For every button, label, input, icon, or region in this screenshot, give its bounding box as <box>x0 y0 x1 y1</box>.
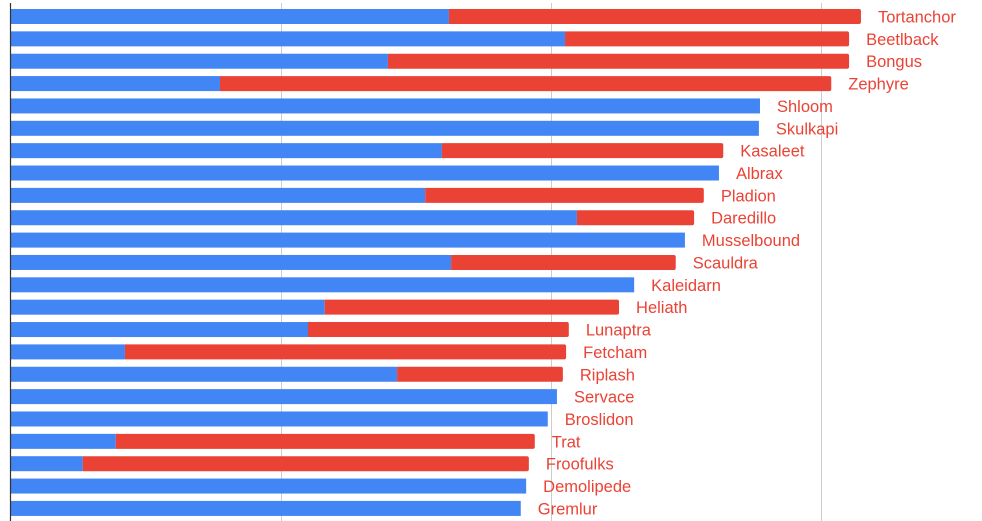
bar-blue-skulkapi <box>11 120 759 136</box>
bar-row-albrax <box>11 165 719 181</box>
bar-label: Scauldra <box>693 254 759 272</box>
bar-red-scauldra <box>451 254 676 270</box>
bar-row-musselbound <box>11 232 685 248</box>
bar-blue-daredillo <box>11 210 577 226</box>
bar-red-tortanchor <box>448 9 861 24</box>
bar-red-heliath <box>324 299 620 315</box>
bar-label: Daredillo <box>711 210 776 228</box>
bar-row-heliath <box>11 299 620 315</box>
bar-label: Trat <box>552 433 581 451</box>
bar-blue-servace <box>11 389 557 405</box>
bar-blue-kasaleet <box>11 143 442 159</box>
bar-label: Fetcham <box>583 344 647 362</box>
bar-red-daredillo <box>576 210 695 226</box>
bar-label: Lunaptra <box>586 322 652 340</box>
bar-label: Servace <box>574 389 635 407</box>
bar-blue-demolipede <box>11 478 527 494</box>
bar-row-skulkapi <box>11 120 759 136</box>
bar-label: Zephyre <box>848 76 909 94</box>
bar-label: Froofulks <box>546 456 614 474</box>
bar-row-gremlur <box>11 500 521 516</box>
bar-blue-albrax <box>11 165 719 181</box>
bar-blue-fetcham <box>11 344 125 360</box>
bar-label: Skulkapi <box>776 120 838 138</box>
bar-label: Riplash <box>580 366 635 384</box>
bar-blue-shloom <box>11 98 760 114</box>
bar-row-riplash <box>11 366 563 382</box>
bar-red-zephyre <box>219 76 832 92</box>
bar-row-servace <box>11 389 557 405</box>
bar-row-demolipede <box>11 478 527 494</box>
bar-row-lunaptra <box>11 322 569 338</box>
bar-row-froofulks <box>11 456 529 472</box>
bar-red-beetlback <box>565 31 850 47</box>
bar-row-broslidon <box>11 411 548 427</box>
bar-label: Musselbound <box>702 232 800 250</box>
bar-label: Tortanchor <box>878 9 956 27</box>
bar-label: Broslidon <box>565 411 634 429</box>
bar-red-froofulks <box>82 456 529 472</box>
bar-blue-broslidon <box>11 411 548 427</box>
bar-blue-bongus <box>11 53 388 69</box>
bar-row-kasaleet <box>11 143 724 159</box>
bar-blue-froofulks <box>11 456 83 472</box>
bar-red-lunaptra <box>308 322 569 338</box>
bar-row-kaleidarn <box>11 277 635 293</box>
bar-blue-musselbound <box>11 232 685 248</box>
bar-blue-tortanchor <box>11 9 449 24</box>
bar-blue-trat <box>11 433 116 449</box>
bar-blue-beetlback <box>11 31 566 47</box>
bar-label: Gremlur <box>538 500 598 518</box>
bar-row-beetlback <box>11 31 850 47</box>
bar-blue-zephyre <box>11 76 220 92</box>
bar-row-scauldra <box>11 254 676 270</box>
bar-row-pladion <box>11 187 704 203</box>
bar-blue-pladion <box>11 187 426 203</box>
bar-red-fetcham <box>124 344 567 360</box>
bar-blue-heliath <box>11 299 325 315</box>
bar-red-bongus <box>387 53 850 69</box>
bars <box>11 9 861 516</box>
bar-label: Demolipede <box>543 478 631 496</box>
bar-labels: Tortanchor Beetlback Bongus Zephyre Shloom Sk… <box>538 9 957 519</box>
bar-blue-lunaptra <box>11 322 308 338</box>
bar-label: Kaleidarn <box>651 277 721 295</box>
bar-row-fetcham <box>11 344 567 360</box>
bar-label: Beetlback <box>866 31 939 49</box>
bar-row-trat <box>11 433 535 449</box>
bar-blue-scauldra <box>11 254 452 270</box>
bar-blue-riplash <box>11 366 398 382</box>
bar-row-zephyre <box>11 76 832 92</box>
bar-label: Shloom <box>777 98 833 116</box>
bar-red-riplash <box>397 366 563 382</box>
bar-row-shloom <box>11 98 760 114</box>
bar-blue-kaleidarn <box>11 277 635 293</box>
bar-blue-gremlur <box>11 500 521 516</box>
bar-label: Kasaleet <box>740 143 805 161</box>
bar-row-bongus <box>11 53 850 69</box>
bar-row-daredillo <box>11 210 695 226</box>
bar-label: Heliath <box>636 299 687 317</box>
bar-red-trat <box>115 433 535 449</box>
bar-red-kasaleet <box>441 143 724 159</box>
bar-label: Bongus <box>866 53 922 71</box>
bar-label: Albrax <box>736 165 784 183</box>
bar-row-tortanchor <box>11 9 861 24</box>
bar-red-pladion <box>425 187 704 203</box>
bar-label: Pladion <box>721 187 776 205</box>
